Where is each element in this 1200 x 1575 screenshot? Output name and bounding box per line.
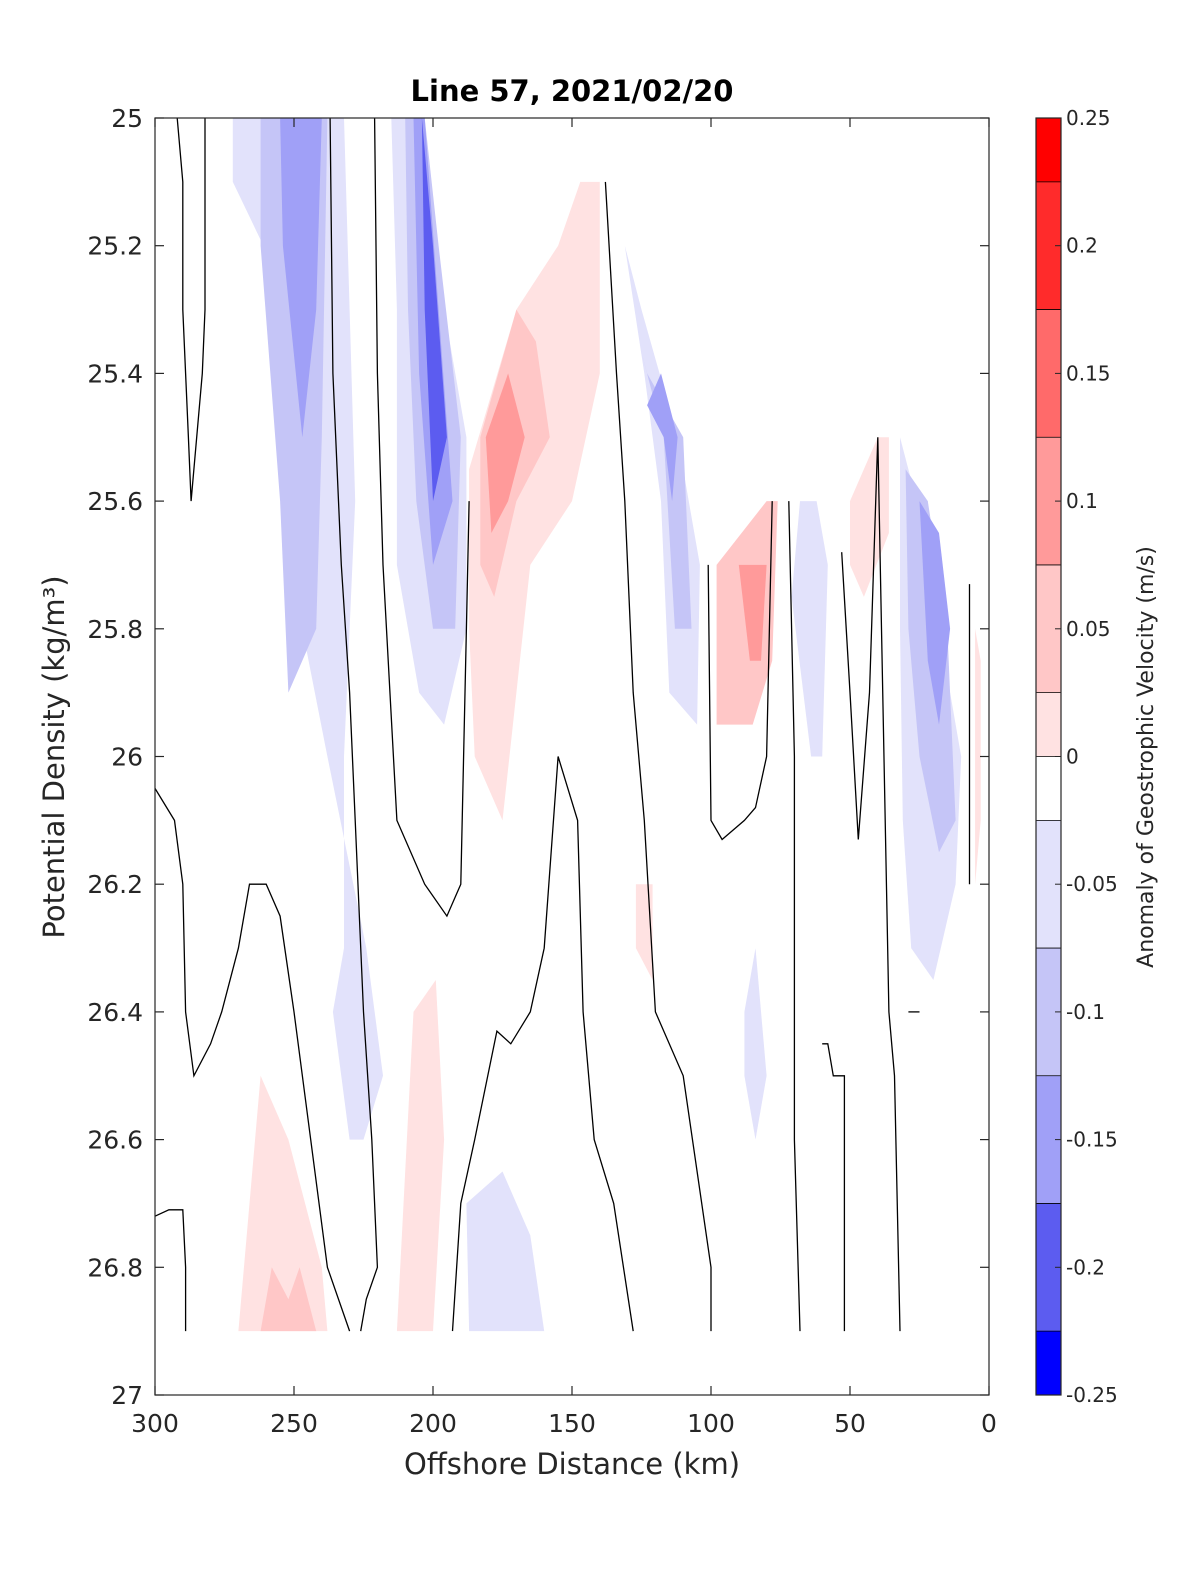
y-tick-label: 25.8 — [87, 615, 143, 644]
colorbar-tick-label: -0.15 — [1066, 1128, 1118, 1152]
velocity-region-25 — [260, 1267, 317, 1332]
velocity-region-24 — [238, 1075, 328, 1332]
velocity-region-2 — [280, 118, 322, 438]
velocity-region-8 — [638, 341, 692, 629]
colorbar-tick-label: 0.2 — [1066, 234, 1098, 258]
x-axis: 300 250 200 150 100 50 0 — [131, 118, 997, 1438]
velocity-region-14 — [466, 1171, 545, 1332]
x-tick-label: 0 — [981, 1409, 997, 1438]
zero-contour-line-3 — [329, 117, 379, 1332]
x-tick-label: 300 — [131, 1409, 179, 1438]
y-tick-label: 26.6 — [87, 1126, 143, 1155]
x-tick-label: 100 — [687, 1409, 735, 1438]
velocity-region-15 — [744, 948, 767, 1140]
velocity-region-21 — [738, 564, 767, 661]
velocity-anomaly-fills — [232, 118, 981, 1332]
x-tick-label: 250 — [270, 1409, 318, 1438]
y-tick-label: 27 — [111, 1381, 143, 1410]
y-tick-label: 26.8 — [87, 1253, 143, 1282]
colorbar-label: Anomaly of Geostrophic Velocity (m/s) — [1134, 546, 1159, 968]
velocity-region-9 — [647, 373, 678, 502]
colorbar-tick-label: -0.1 — [1066, 1000, 1105, 1024]
y-tick-label: 25 — [111, 104, 143, 133]
y-axis-label: Potential Density (kg/m³) — [37, 575, 71, 938]
x-tick-label: 150 — [548, 1409, 596, 1438]
colorbar-tick-label: -0.05 — [1066, 872, 1118, 896]
contour-lines — [154, 117, 971, 1332]
zero-contour-line-9 — [841, 437, 901, 1332]
velocity-region-18 — [485, 373, 525, 533]
velocity-region-10 — [791, 501, 828, 757]
colorbar-tick-label: -0.25 — [1066, 1383, 1118, 1407]
velocity-region-13 — [919, 501, 951, 725]
zero-contour-line-8 — [788, 501, 801, 1332]
colorbar-tick-label: 0.15 — [1066, 361, 1111, 385]
colorbar-tick-label: 0 — [1066, 745, 1079, 769]
velocity-region-23 — [975, 628, 981, 885]
colorbar-tick-label: 0.05 — [1066, 617, 1111, 641]
zero-contour-line-6 — [604, 181, 712, 1332]
y-tick-label: 26.4 — [87, 998, 143, 1027]
colorbar-level — [1036, 1331, 1061, 1395]
zero-contour-line-7 — [707, 501, 773, 841]
zero-contour-line-2 — [154, 1209, 187, 1332]
x-tick-label: 200 — [409, 1409, 457, 1438]
chart-title: Line 57, 2021/02/20 — [411, 74, 734, 108]
colorbar-level — [1036, 756, 1061, 821]
y-tick-label: 25.6 — [87, 487, 143, 516]
y-tick-label: 25.2 — [87, 232, 143, 261]
colorbar-tick-label: -0.2 — [1066, 1255, 1105, 1279]
zero-contour-line-1 — [154, 788, 351, 1332]
x-axis-label: Offshore Distance (km) — [404, 1447, 740, 1481]
y-tick-label: 25.4 — [87, 359, 143, 388]
colorbar-tick-label: 0.1 — [1066, 489, 1098, 513]
velocity-region-16 — [469, 181, 600, 821]
velocity-region-6 — [421, 118, 447, 502]
colorbar-tick-label: 0.25 — [1066, 106, 1111, 130]
colorbar: 0.25 0.2 0.15 0.1 0.05 0 -0.05 -0.1 -0.15 -0.2 -0.… — [1035, 106, 1118, 1407]
colorbar-level — [1036, 692, 1061, 757]
velocity-region-19 — [635, 884, 653, 980]
y-tick-label: 26.2 — [87, 870, 143, 899]
y-tick-label: 26 — [111, 743, 143, 772]
zero-contour-line-4 — [373, 117, 470, 918]
y-axis: 25 25.2 25.4 25.6 25.8 26 26.2 26.4 26.6 26.8 27 — [87, 104, 989, 1410]
colorbar-level — [1036, 118, 1061, 182]
zero-contour-line-10 — [822, 1043, 846, 1332]
x-tick-label: 50 — [834, 1409, 866, 1438]
zero-contour-line-0 — [176, 117, 206, 502]
velocity-region-26 — [396, 980, 445, 1332]
zero-contour-line-5 — [451, 756, 634, 1332]
